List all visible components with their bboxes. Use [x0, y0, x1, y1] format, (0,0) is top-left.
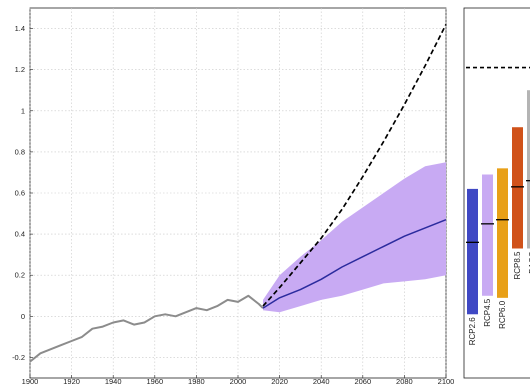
scenario-range-chart: RCP2.6 RCP4.5 RCP6.0 RCP8.5 BACC: [463, 7, 530, 379]
y-tick-label: 1: [21, 106, 25, 115]
y-tick-label: 0.8: [15, 147, 25, 156]
x-tick-label: 1900: [22, 377, 39, 385]
series-lines: [29, 24, 447, 363]
x-tick-label: 2040: [313, 377, 330, 385]
black-dashed-series: [262, 24, 447, 307]
left-axis-ticks: 1900 1920 1940 1960 1980 2000 2020 2040 2060 2080…: [12, 24, 454, 385]
y-tick-label: 1.2: [15, 65, 25, 74]
y-tick-label: 1.4: [15, 24, 25, 33]
x-tick-label: 2100: [438, 377, 455, 385]
range-bar: [527, 90, 530, 249]
x-tick-label: 2080: [396, 377, 413, 385]
x-tick-label: 2060: [354, 377, 371, 385]
uncertainty-band: [263, 162, 446, 313]
x-tick-label: 2000: [230, 377, 247, 385]
projection-mean-series: [262, 219, 447, 309]
range-bar: [467, 188, 478, 315]
scenario-label: RCP2.6: [468, 317, 477, 346]
y-tick-label: 0: [21, 312, 25, 321]
x-tick-label: 1960: [146, 377, 163, 385]
range-bar: [497, 168, 508, 298]
scenario-label: RCP6.0: [498, 300, 507, 329]
x-tick-label: 2020: [271, 377, 288, 385]
y-tick-label: 0.2: [15, 271, 25, 280]
observed-gray-series: [29, 294, 264, 363]
x-tick-label: 1980: [188, 377, 205, 385]
projection-band: [263, 162, 446, 313]
y-tick-label: 0.4: [15, 230, 25, 239]
scenario-label: RCP4.5: [483, 298, 492, 327]
range-bar: [482, 174, 493, 296]
range-bar: [512, 127, 523, 249]
y-tick-label: -0.2: [12, 353, 25, 362]
projection-line-chart: 1900 1920 1940 1960 1980 2000 2020 2040 2060 2080…: [12, 7, 454, 385]
scenario-label: BACC: [528, 251, 530, 273]
y-tick-label: 0.6: [15, 189, 25, 198]
scenario-label: RCP8.5: [513, 251, 522, 280]
x-tick-label: 1940: [105, 377, 122, 385]
x-tick-label: 1920: [63, 377, 80, 385]
scenario-bars: RCP2.6 RCP4.5 RCP6.0 RCP8.5 BACC: [466, 66, 530, 346]
